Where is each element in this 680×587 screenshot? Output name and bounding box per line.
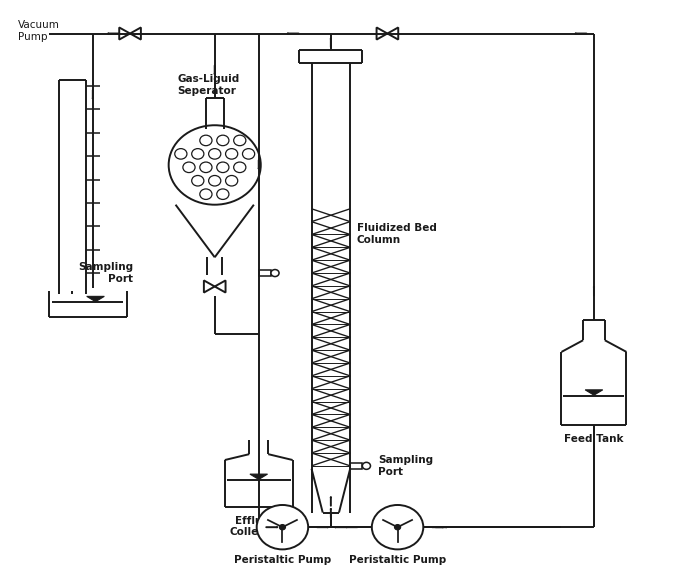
- Text: Peristaltic Pump: Peristaltic Pump: [349, 555, 446, 565]
- Text: Feed Tank: Feed Tank: [564, 434, 624, 444]
- Polygon shape: [250, 474, 267, 480]
- Text: Gas-Liguid
Seperator: Gas-Liguid Seperator: [177, 75, 240, 96]
- Circle shape: [192, 149, 204, 159]
- Text: Vacuum
Pump: Vacuum Pump: [18, 20, 61, 42]
- Text: Effluent
Collection: Effluent Collection: [229, 515, 288, 537]
- Bar: [350, 463, 362, 469]
- Circle shape: [200, 135, 212, 146]
- Circle shape: [226, 176, 238, 186]
- Circle shape: [234, 135, 246, 146]
- Circle shape: [217, 189, 229, 200]
- Text: Sampling
Port: Sampling Port: [378, 455, 433, 477]
- Circle shape: [362, 463, 371, 470]
- Circle shape: [234, 162, 246, 173]
- Bar: [258, 270, 271, 276]
- Circle shape: [209, 176, 221, 186]
- Circle shape: [183, 162, 195, 173]
- Circle shape: [271, 269, 279, 276]
- Circle shape: [394, 525, 401, 530]
- Circle shape: [372, 505, 423, 549]
- Circle shape: [279, 525, 286, 530]
- Circle shape: [217, 162, 229, 173]
- Text: Sampling
Port: Sampling Port: [78, 262, 133, 284]
- Circle shape: [226, 149, 238, 159]
- Polygon shape: [585, 390, 602, 395]
- Bar: [311, 227, 350, 466]
- Circle shape: [175, 149, 187, 159]
- Circle shape: [169, 125, 260, 205]
- Circle shape: [257, 505, 308, 549]
- Circle shape: [217, 135, 229, 146]
- Circle shape: [200, 189, 212, 200]
- Polygon shape: [87, 296, 104, 302]
- Circle shape: [200, 162, 212, 173]
- Text: Fluidized Bed
Column: Fluidized Bed Column: [357, 224, 437, 245]
- Circle shape: [209, 149, 221, 159]
- Text: Peristaltic Pump: Peristaltic Pump: [234, 555, 331, 565]
- Circle shape: [243, 149, 255, 159]
- Circle shape: [192, 176, 204, 186]
